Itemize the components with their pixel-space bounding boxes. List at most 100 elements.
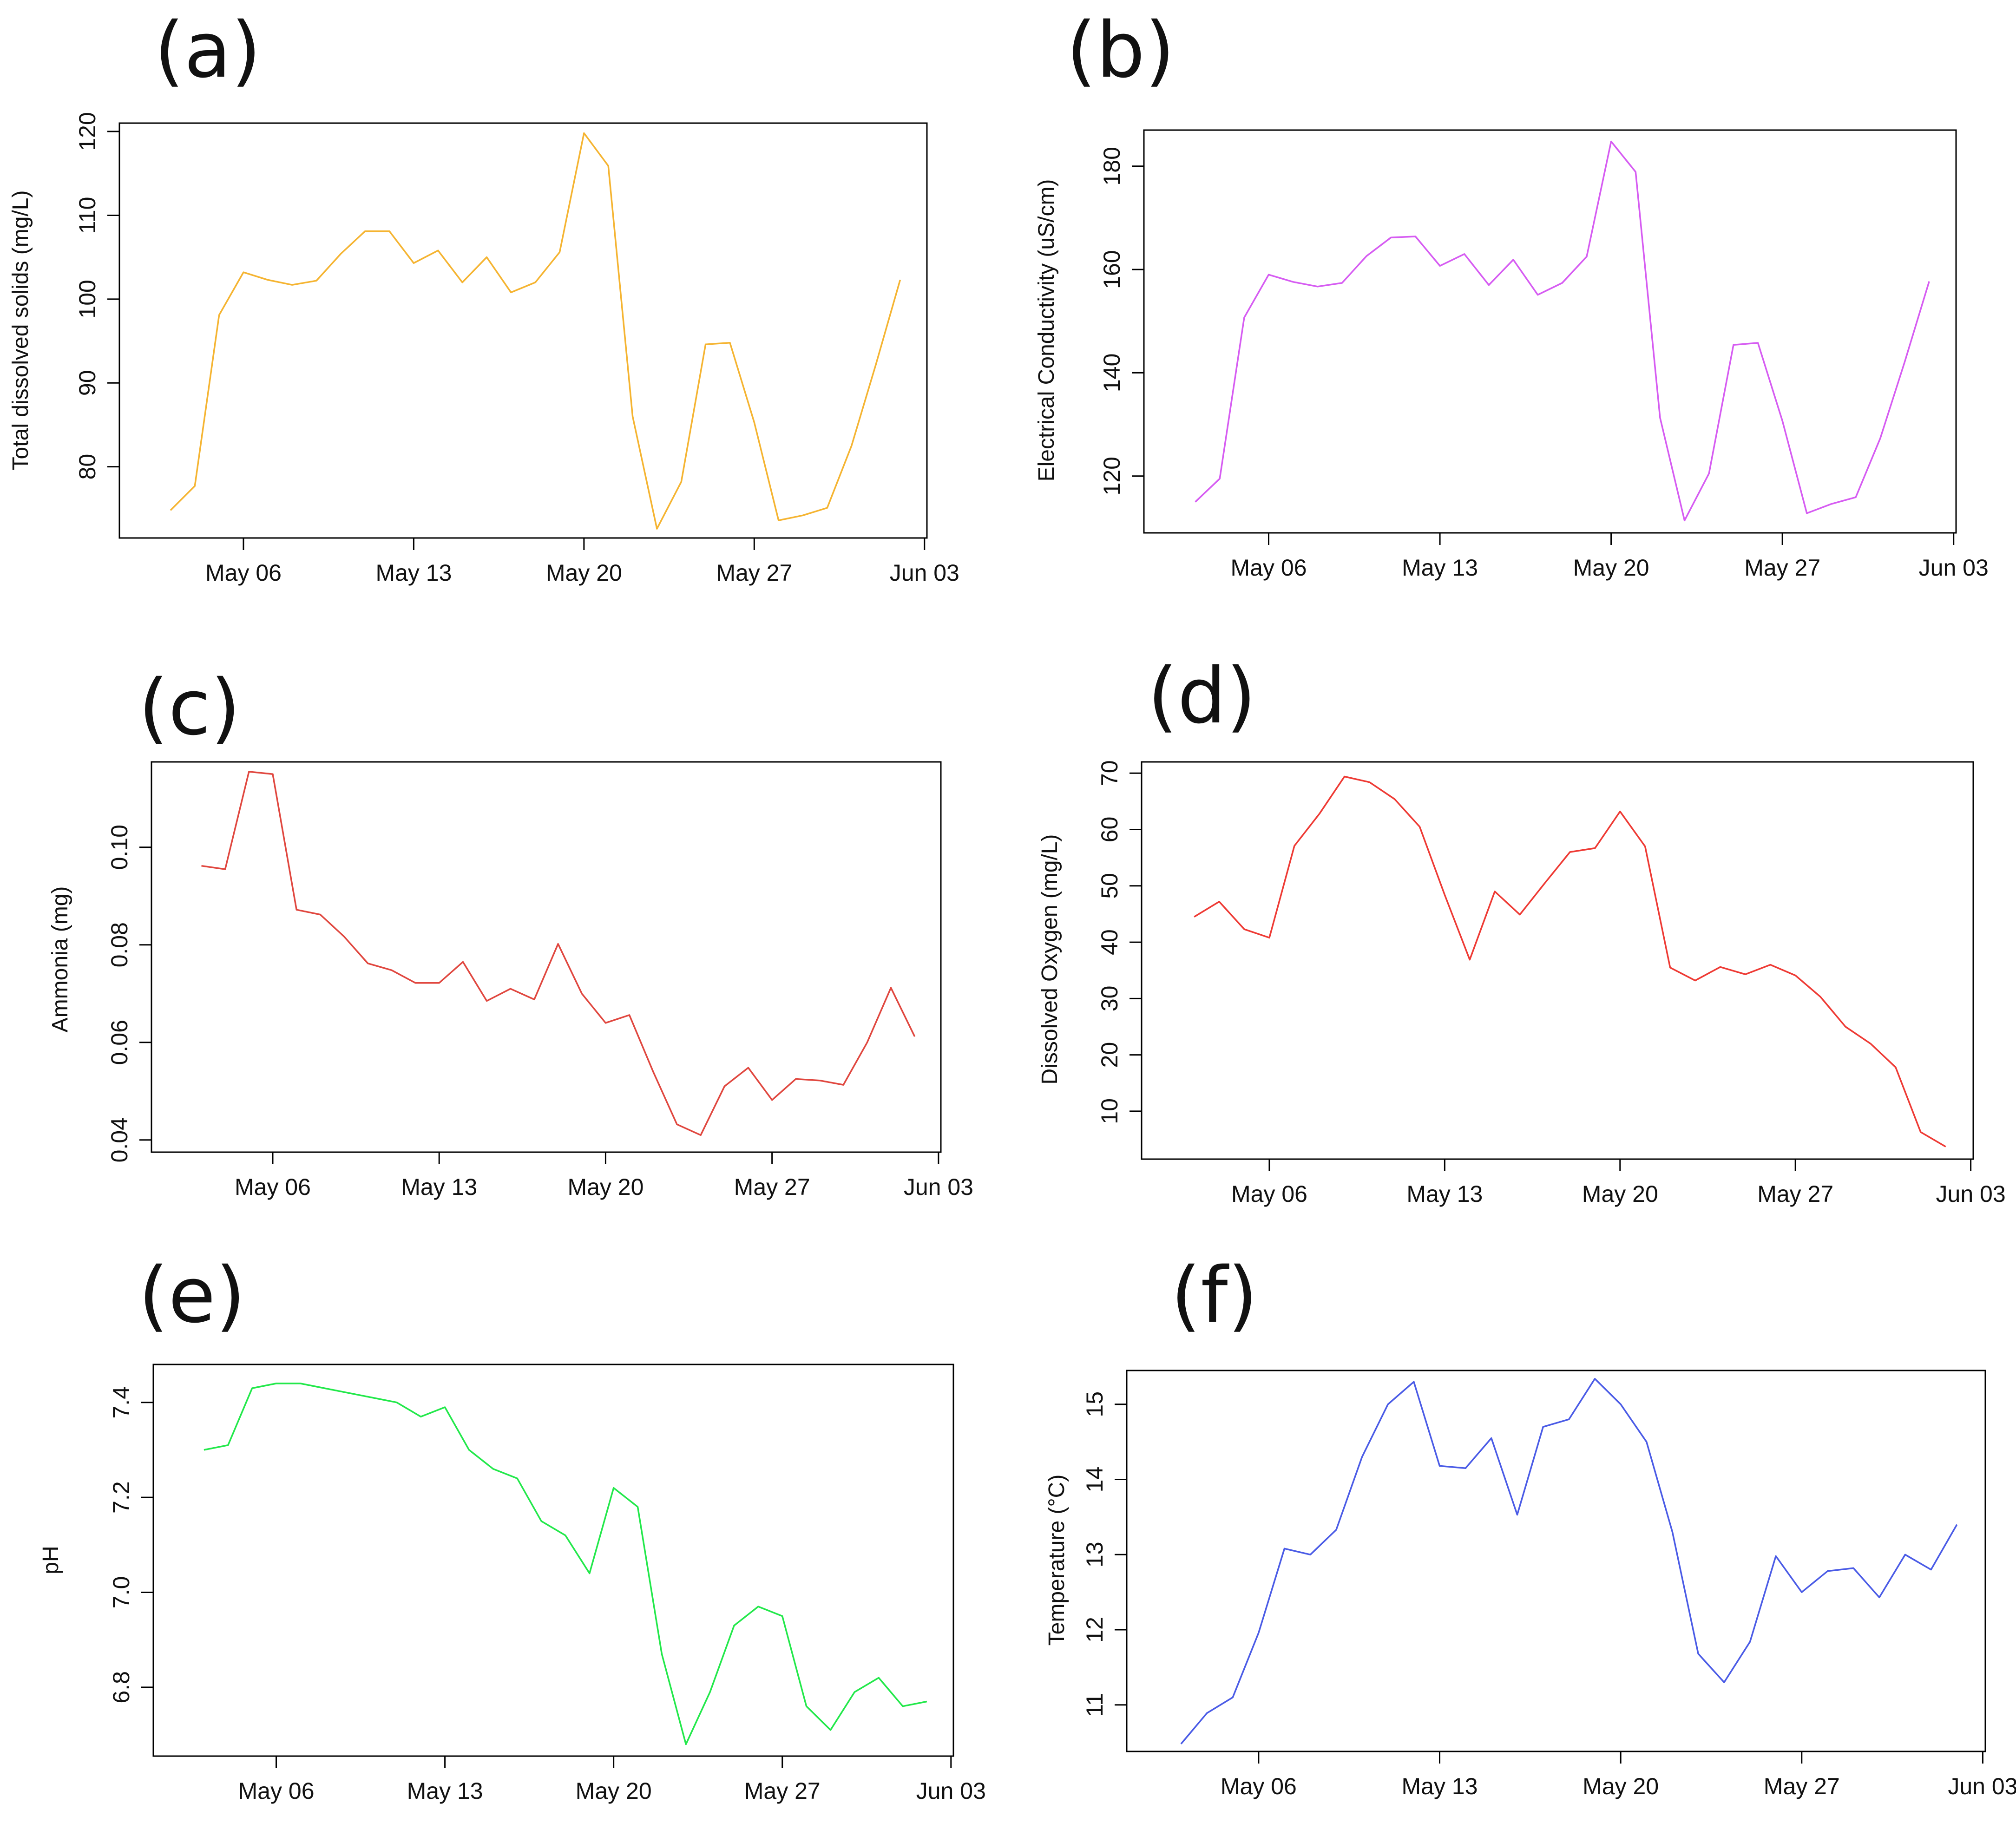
data-point-b-4 [1292,281,1294,283]
data-point-d-26 [1845,1026,1846,1028]
x-tick-label-f-3: May 27 [1764,1773,1840,1799]
data-point-d-6 [1344,776,1346,778]
data-point-e-18 [637,1506,639,1508]
data-point-e-22 [733,1625,735,1626]
data-point-f-22 [1749,1641,1751,1643]
data-point-a-2 [218,314,220,316]
figure: (a)Total dissolved solids (mg/L)May 06 Ma… [0,0,2016,1823]
data-point-a-23 [729,342,731,344]
data-point-a-25 [778,519,780,521]
y-tick-label-d-4: 50 [1097,873,1123,899]
data-point-f-16 [1594,1378,1596,1380]
data-point-b-15 [1561,282,1563,284]
data-point-f-29 [1930,1569,1932,1571]
data-point-d-9 [1418,826,1420,827]
data-point-f-23 [1775,1555,1777,1557]
data-point-b-13 [1512,259,1514,261]
data-point-b-16 [1586,256,1588,257]
x-tick-label-a-0: May 06 [205,560,282,586]
data-point-a-16 [559,251,561,253]
x-tick-label-f-4: Jun 03 [1948,1773,2016,1799]
y-tick-label-d-3: 40 [1097,929,1123,955]
data-point-b-24 [1781,420,1783,422]
data-point-f-20 [1697,1653,1699,1655]
x-tick-label-b-2: May 20 [1573,555,1649,581]
data-point-a-17 [583,132,585,134]
data-point-e-11 [468,1449,470,1451]
x-tick-label-e-4: Jun 03 [916,1778,986,1804]
data-point-a-3 [243,271,244,273]
data-point-a-0 [170,509,171,511]
data-point-f-15 [1568,1418,1570,1420]
x-tick-label-f-2: May 20 [1583,1773,1659,1799]
data-point-f-30 [1956,1524,1958,1526]
data-point-a-15 [534,282,536,283]
y-tick-label-b-0: 120 [1099,457,1125,495]
y-tick-label-f-1: 12 [1082,1617,1108,1643]
data-point-f-25 [1826,1570,1828,1572]
x-tick-label-f-0: May 06 [1221,1773,1297,1799]
data-point-d-30 [1945,1146,1947,1148]
x-tick-label-c-1: May 13 [401,1174,477,1200]
data-point-e-24 [781,1615,783,1617]
data-point-a-1 [194,485,196,487]
data-point-d-10 [1444,894,1445,896]
data-point-f-10 [1439,1465,1441,1467]
y-tick-label-d-2: 30 [1097,986,1123,1012]
y-tick-label-f-2: 13 [1082,1541,1108,1567]
data-point-d-15 [1569,851,1571,853]
data-point-b-12 [1488,284,1490,286]
x-tick-label-e-3: May 27 [744,1778,821,1804]
data-point-a-14 [510,291,512,293]
y-tick-label-f-4: 15 [1082,1391,1108,1417]
data-point-b-23 [1757,342,1759,344]
data-point-e-29 [902,1705,904,1707]
y-tick-label-b-1: 140 [1099,354,1125,392]
data-point-d-19 [1669,967,1671,969]
data-point-c-22 [723,1085,725,1087]
data-point-c-8 [391,969,393,971]
data-point-a-20 [656,528,658,530]
x-tick-label-d-1: May 13 [1406,1181,1483,1207]
y-tick-label-a-1: 90 [74,370,100,396]
data-point-b-7 [1366,255,1367,257]
y-axis-label-c: Ammonia (mg) [48,886,72,1033]
y-axis-label-f: Temperature (°C) [1044,1475,1069,1646]
data-point-a-10 [413,262,414,264]
data-point-c-13 [510,988,512,990]
y-tick-label-d-0: 10 [1097,1098,1123,1124]
data-point-d-17 [1619,811,1621,813]
data-point-f-2 [1232,1697,1234,1698]
data-point-c-3 [272,773,274,775]
data-point-e-20 [685,1743,687,1745]
y-axis-label-a: Total dissolved solids (mg/L) [8,190,33,471]
data-point-d-11 [1469,959,1471,961]
x-tick-label-d-3: May 27 [1757,1181,1833,1207]
y-tick-label-e-1: 7.0 [108,1576,134,1609]
data-point-f-11 [1464,1467,1466,1469]
data-point-f-18 [1646,1441,1648,1443]
data-point-b-0 [1195,501,1196,503]
data-point-e-25 [806,1705,808,1707]
data-point-b-5 [1317,286,1319,288]
x-tick-label-b-0: May 06 [1231,555,1307,581]
data-point-f-1 [1206,1712,1208,1714]
data-point-d-13 [1519,914,1521,916]
data-point-e-1 [227,1444,229,1446]
y-tick-label-b-2: 160 [1099,250,1125,289]
data-point-f-4 [1284,1548,1286,1549]
data-point-b-25 [1806,512,1808,514]
data-point-e-30 [926,1700,928,1702]
data-point-a-18 [607,165,609,167]
y-tick-label-a-0: 80 [74,454,100,480]
data-point-c-14 [533,998,535,1000]
data-point-d-29 [1920,1131,1922,1133]
data-point-c-11 [462,961,464,963]
data-point-d-16 [1594,847,1596,849]
data-point-c-20 [676,1123,678,1125]
data-point-d-22 [1744,973,1746,975]
y-tick-label-c-0: 0.04 [106,1117,132,1162]
data-point-c-27 [842,1084,844,1086]
data-point-e-2 [251,1387,253,1389]
data-point-c-18 [629,1014,630,1016]
